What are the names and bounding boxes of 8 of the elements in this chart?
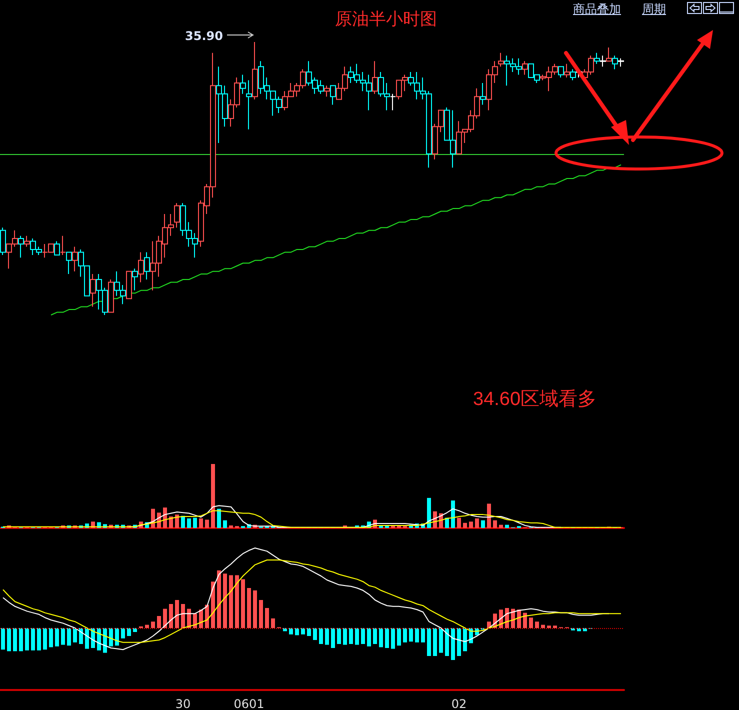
chart-title: 原油半小时图 bbox=[335, 10, 437, 30]
x-tick-label: 02 bbox=[451, 697, 467, 710]
x-tick-label: 0601 bbox=[234, 697, 264, 710]
text: 商品叠加 bbox=[573, 1, 621, 18]
x-tick-label: 30 bbox=[175, 697, 191, 710]
text: 34.60区域看多 bbox=[473, 388, 597, 412]
annotation: 35.90 bbox=[185, 29, 223, 43]
text: 周期 bbox=[642, 1, 666, 18]
